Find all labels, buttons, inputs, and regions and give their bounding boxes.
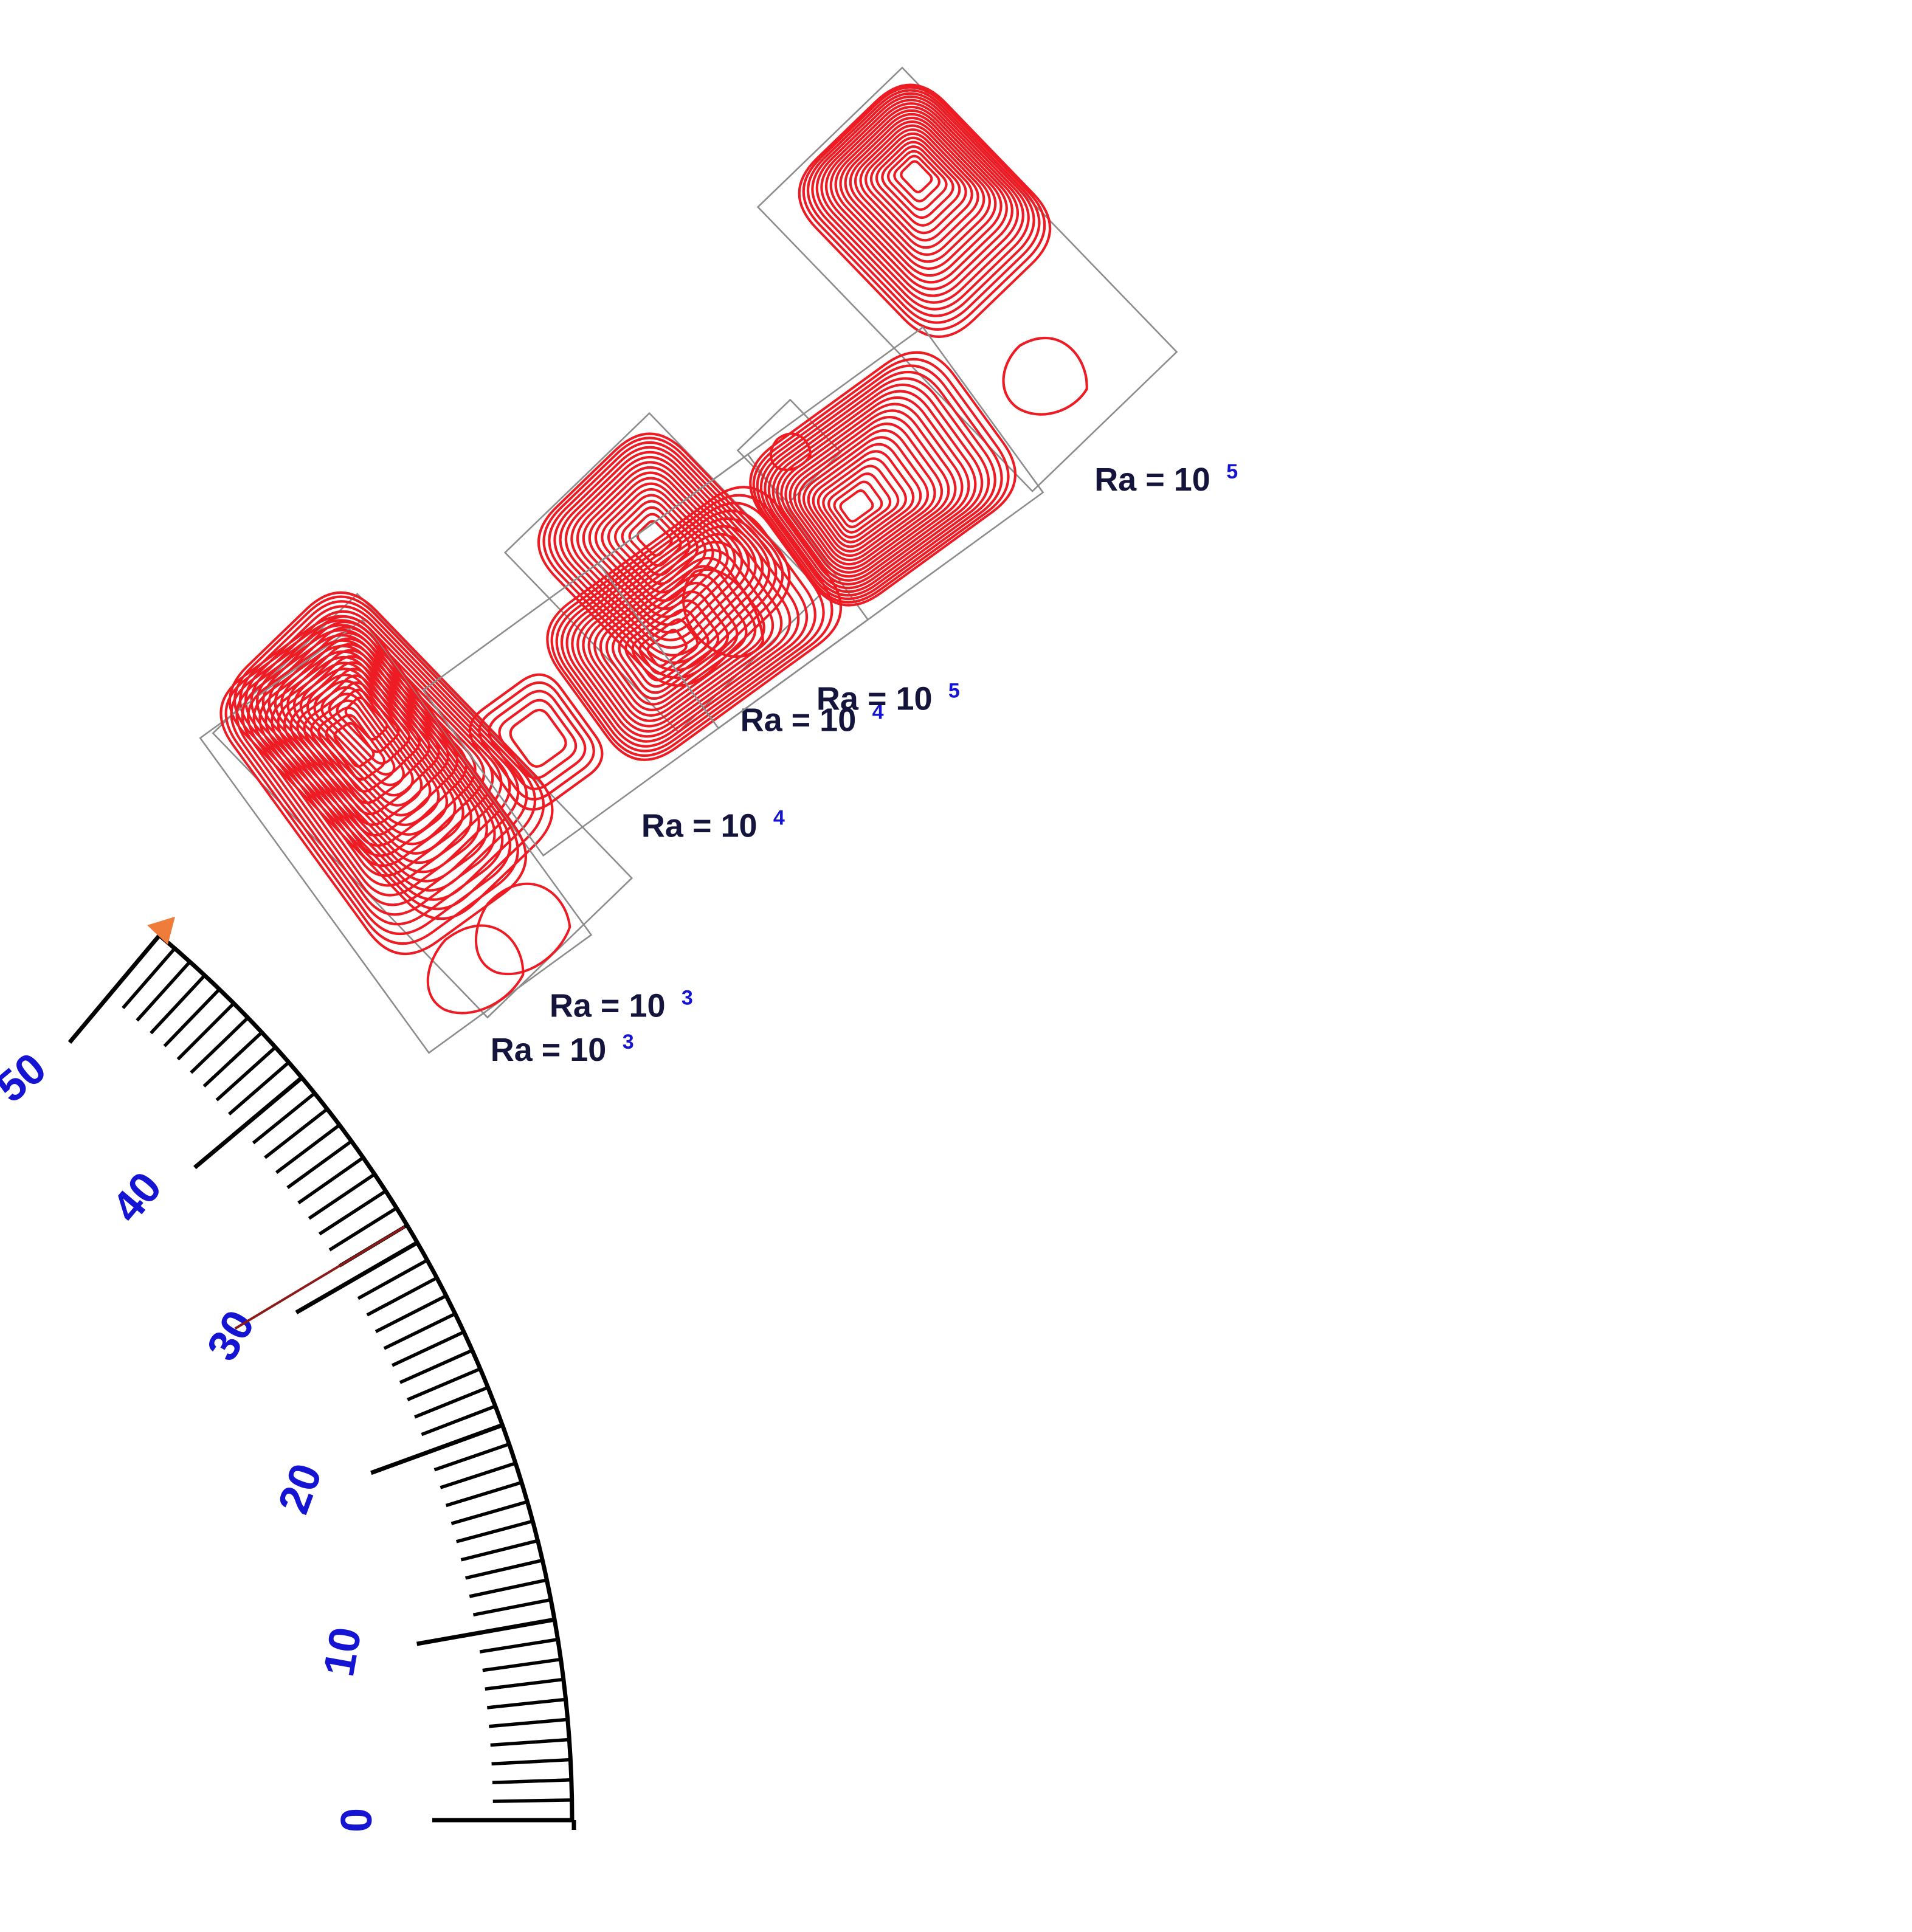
svg-text:3: 3 [623,1030,634,1054]
svg-text:5: 5 [1226,460,1238,483]
svg-text:Ra = 10: Ra = 10 [641,808,758,844]
svg-text:5: 5 [948,679,960,702]
svg-text:10: 10 [314,1624,371,1680]
svg-text:Ra = 10: Ra = 10 [491,1032,607,1068]
svg-text:Ra = 10: Ra = 10 [816,680,933,717]
svg-text:Ra = 10: Ra = 10 [1094,461,1210,498]
svg-text:3: 3 [682,986,693,1009]
svg-text:4: 4 [773,807,785,830]
svg-text:0: 0 [333,1808,381,1832]
svg-text:Ra = 10: Ra = 10 [550,987,666,1024]
